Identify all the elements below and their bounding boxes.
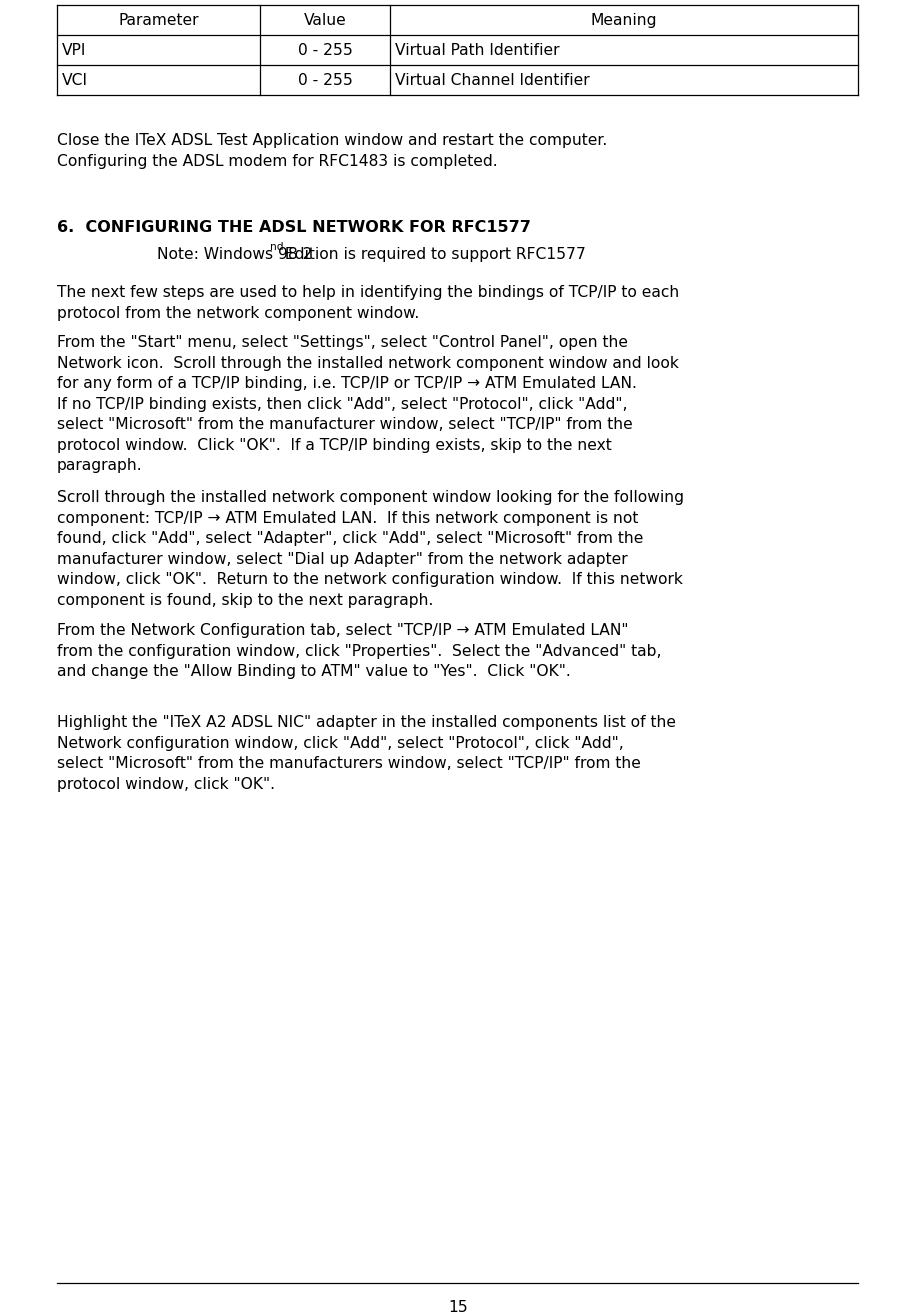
Text: and change the "Allow Binding to ATM" value to "Yes".  Click "OK".: and change the "Allow Binding to ATM" va… xyxy=(57,664,571,679)
Text: paragraph.: paragraph. xyxy=(57,458,143,473)
Text: Virtual Path Identifier: Virtual Path Identifier xyxy=(395,42,560,58)
Text: Close the ITeX ADSL Test Application window and restart the computer.: Close the ITeX ADSL Test Application win… xyxy=(57,133,607,149)
Text: Value: Value xyxy=(303,13,346,28)
Text: select "Microsoft" from the manufacturer window, select "TCP/IP" from the: select "Microsoft" from the manufacturer… xyxy=(57,417,633,433)
Text: 0 - 255: 0 - 255 xyxy=(298,72,353,88)
Text: Scroll through the installed network component window looking for the following: Scroll through the installed network com… xyxy=(57,490,684,505)
Text: protocol window, click "OK".: protocol window, click "OK". xyxy=(57,776,275,792)
Text: Virtual Channel Identifier: Virtual Channel Identifier xyxy=(395,72,590,88)
Text: VPI: VPI xyxy=(62,42,86,58)
Text: 6.  CONFIGURING THE ADSL NETWORK FOR RFC1577: 6. CONFIGURING THE ADSL NETWORK FOR RFC1… xyxy=(57,220,531,235)
Text: VCI: VCI xyxy=(62,72,88,88)
Text: window, click "OK".  Return to the network configuration window.  If this networ: window, click "OK". Return to the networ… xyxy=(57,572,682,586)
Text: Highlight the "ITeX A2 ADSL NIC" adapter in the installed components list of the: Highlight the "ITeX A2 ADSL NIC" adapter… xyxy=(57,715,676,730)
Text: manufacturer window, select "Dial up Adapter" from the network adapter: manufacturer window, select "Dial up Ada… xyxy=(57,551,627,567)
Text: Configuring the ADSL modem for RFC1483 is completed.: Configuring the ADSL modem for RFC1483 i… xyxy=(57,154,497,168)
Text: component: TCP/IP → ATM Emulated LAN.  If this network component is not: component: TCP/IP → ATM Emulated LAN. If… xyxy=(57,510,638,526)
Text: Network icon.  Scroll through the installed network component window and look: Network icon. Scroll through the install… xyxy=(57,355,679,371)
Text: for any form of a TCP/IP binding, i.e. TCP/IP or TCP/IP → ATM Emulated LAN.: for any form of a TCP/IP binding, i.e. T… xyxy=(57,376,637,391)
Text: The next few steps are used to help in identifying the bindings of TCP/IP to eac: The next few steps are used to help in i… xyxy=(57,285,680,300)
Text: Parameter: Parameter xyxy=(118,13,199,28)
Text: component is found, skip to the next paragraph.: component is found, skip to the next par… xyxy=(57,593,433,608)
Text: from the configuration window, click "Properties".  Select the "Advanced" tab,: from the configuration window, click "Pr… xyxy=(57,643,661,659)
Text: select "Microsoft" from the manufacturers window, select "TCP/IP" from the: select "Microsoft" from the manufacturer… xyxy=(57,756,641,771)
Text: protocol window.  Click "OK".  If a TCP/IP binding exists, skip to the next: protocol window. Click "OK". If a TCP/IP… xyxy=(57,438,612,452)
Text: 15: 15 xyxy=(448,1301,468,1315)
Text: Meaning: Meaning xyxy=(591,13,658,28)
Text: protocol from the network component window.: protocol from the network component wind… xyxy=(57,305,420,321)
Text: Note: Windows 98 2: Note: Windows 98 2 xyxy=(157,247,312,262)
Text: From the "Start" menu, select "Settings", select "Control Panel", open the: From the "Start" menu, select "Settings"… xyxy=(57,335,628,350)
Text: found, click "Add", select "Adapter", click "Add", select "Microsoft" from the: found, click "Add", select "Adapter", cl… xyxy=(57,531,643,546)
Text: Network configuration window, click "Add", select "Protocol", click "Add",: Network configuration window, click "Add… xyxy=(57,735,624,751)
Text: nd: nd xyxy=(270,242,284,252)
Text: 0 - 255: 0 - 255 xyxy=(298,42,353,58)
Text: Edition is required to support RFC1577: Edition is required to support RFC1577 xyxy=(280,247,586,262)
Text: If no TCP/IP binding exists, then click "Add", select "Protocol", click "Add",: If no TCP/IP binding exists, then click … xyxy=(57,397,627,412)
Text: From the Network Configuration tab, select "TCP/IP → ATM Emulated LAN": From the Network Configuration tab, sele… xyxy=(57,623,628,638)
